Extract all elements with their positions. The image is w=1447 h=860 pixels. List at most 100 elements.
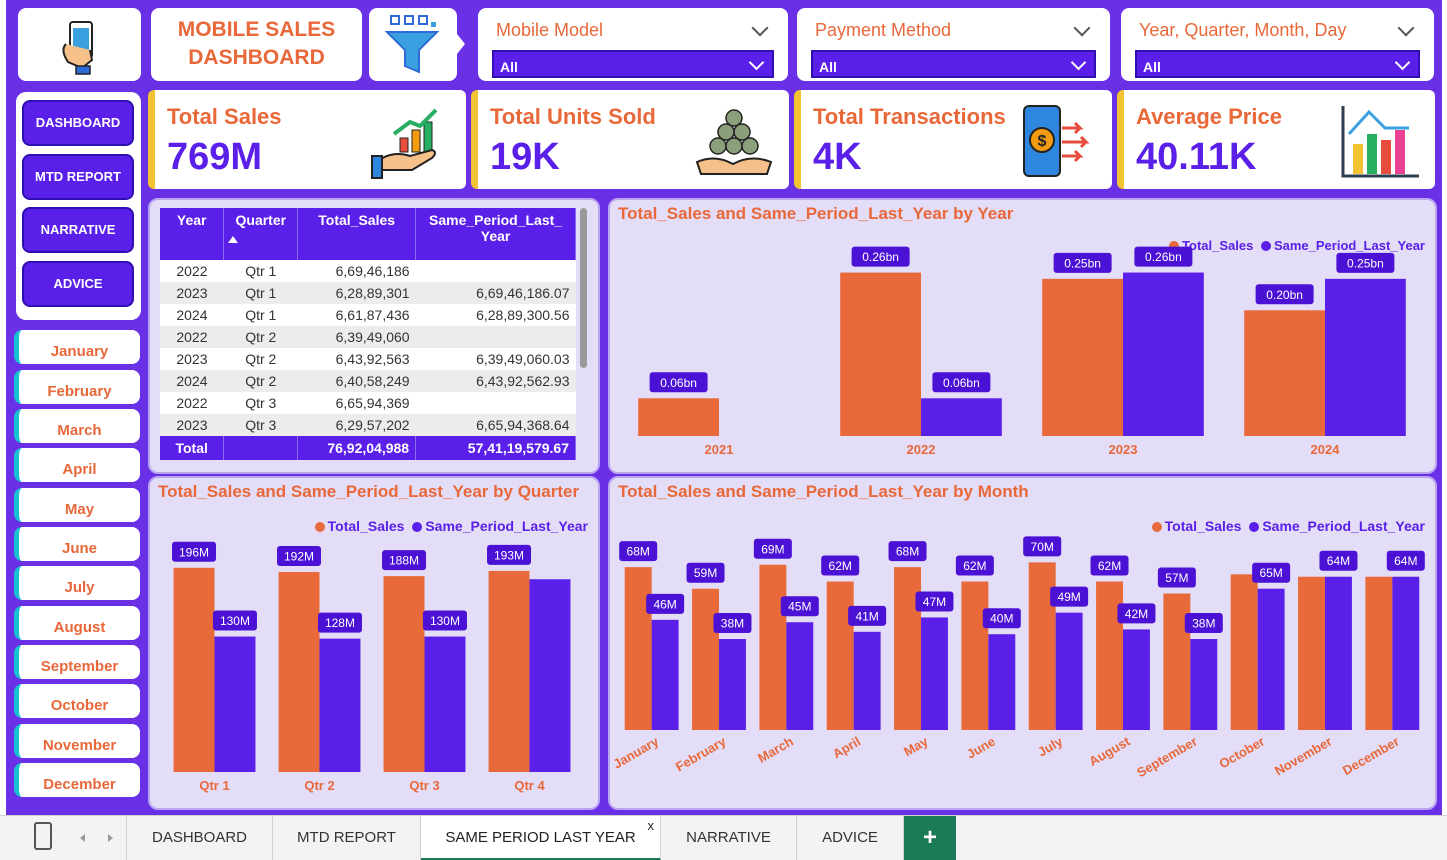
bar-sales[interactable] xyxy=(624,567,652,730)
bar-last-year[interactable] xyxy=(1055,612,1083,730)
table-row[interactable]: 2023 Qtr 1 6,28,89,301 6,69,46,186.07 xyxy=(160,282,576,304)
bar-last-year[interactable] xyxy=(651,619,679,730)
tab-close-icon[interactable]: x xyxy=(647,818,655,833)
tab-narrative[interactable]: NARRATIVE xyxy=(661,816,797,860)
tab-dashboard[interactable]: DASHBOARD xyxy=(126,816,273,860)
table-scrollbar[interactable] xyxy=(580,208,587,368)
filter-card[interactable] xyxy=(369,8,465,81)
table-row[interactable]: 2022 Qtr 1 6,69,46,186 xyxy=(160,260,576,282)
bar-sales[interactable] xyxy=(278,571,320,772)
tab-advice[interactable]: ADVICE xyxy=(797,816,904,860)
nav-mtd-report-button[interactable]: MTD REPORT xyxy=(22,154,134,200)
data-label-bg xyxy=(915,591,954,612)
table-row[interactable]: 2024 Qtr 2 6,40,58,249 6,43,92,562.93 xyxy=(160,370,576,392)
column-header-total-sales[interactable]: Total_Sales xyxy=(297,208,417,260)
slicer-mobile-model[interactable]: Mobile Model All xyxy=(478,8,788,81)
nav-advice-button[interactable]: ADVICE xyxy=(22,261,134,307)
bar-last-year[interactable] xyxy=(988,634,1016,730)
data-label: 64M xyxy=(1394,554,1417,568)
month-button-september[interactable]: September xyxy=(14,645,140,679)
bar-last-year[interactable] xyxy=(1190,639,1218,730)
month-button-march[interactable]: March xyxy=(14,409,140,443)
month-button-june[interactable]: June xyxy=(14,527,140,561)
slicer-payment-method[interactable]: Payment Method All xyxy=(797,8,1110,81)
scroll-left-icon[interactable] xyxy=(80,834,85,842)
tab-mtd-report[interactable]: MTD REPORT xyxy=(273,816,421,860)
bar-sales[interactable] xyxy=(759,564,787,730)
bar-sales[interactable] xyxy=(1096,581,1123,730)
bar-last-year[interactable] xyxy=(1392,576,1420,730)
bar-sales[interactable] xyxy=(1042,278,1123,436)
month-button-november[interactable]: November xyxy=(14,724,140,758)
bar-last-year[interactable] xyxy=(529,579,571,772)
slicer-dropdown[interactable]: All xyxy=(492,50,774,78)
bar-sales[interactable] xyxy=(488,570,530,772)
bar-sales[interactable] xyxy=(1230,574,1258,730)
table-row[interactable]: 2024 Qtr 1 6,61,87,436 6,28,89,300.56 xyxy=(160,304,576,326)
data-label: 193M xyxy=(494,548,524,562)
month-button-january[interactable]: January xyxy=(14,330,140,364)
bar-sales[interactable] xyxy=(1298,576,1325,730)
bar-last-year[interactable] xyxy=(1325,576,1352,730)
bar-last-year[interactable] xyxy=(1123,272,1204,436)
data-label: 41M xyxy=(855,609,878,623)
slicer-dropdown[interactable]: All xyxy=(811,50,1096,78)
slicer-dropdown[interactable]: All xyxy=(1135,50,1420,78)
month-button-july[interactable]: July xyxy=(14,566,140,600)
bar-last-year[interactable] xyxy=(319,638,361,772)
bar-sales[interactable] xyxy=(840,272,921,436)
table-row[interactable]: 2022 Qtr 2 6,39,49,060 xyxy=(160,326,576,348)
chart-legend: Total_Sales Same_Period_Last_Year xyxy=(314,518,588,534)
bar-last-year[interactable] xyxy=(921,398,1002,436)
data-label: 68M xyxy=(896,545,919,559)
table-row[interactable]: 2022 Qtr 3 6,65,94,369 xyxy=(160,392,576,414)
bar-sales[interactable] xyxy=(173,567,215,772)
title-card: MOBILE SALES DASHBOARD xyxy=(151,8,362,81)
month-button-december[interactable]: December xyxy=(14,763,140,797)
tab-same-period-last-year[interactable]: SAME PERIOD LAST YEAR x xyxy=(421,816,661,860)
bar-last-year[interactable] xyxy=(786,622,814,730)
chevron-down-icon[interactable] xyxy=(751,19,769,37)
bar-sales[interactable] xyxy=(1244,310,1325,436)
column-header-same-period[interactable]: Same_Period_Last_ Year xyxy=(415,208,576,260)
scroll-right-icon[interactable] xyxy=(108,834,113,842)
bar-last-year[interactable] xyxy=(1123,629,1150,730)
bar-last-year[interactable] xyxy=(1257,588,1285,730)
bar-last-year[interactable] xyxy=(853,631,881,730)
column-header-year[interactable]: Year xyxy=(160,208,225,260)
chevron-down-icon xyxy=(748,54,765,71)
month-button-february[interactable]: February xyxy=(14,370,140,404)
month-button-october[interactable]: October xyxy=(14,684,140,718)
bar-last-year[interactable] xyxy=(719,639,746,730)
bar-last-year[interactable] xyxy=(921,617,948,730)
bar-sales[interactable] xyxy=(961,581,989,730)
month-button-april[interactable]: April xyxy=(14,448,140,482)
bar-sales[interactable] xyxy=(638,398,719,436)
sales-table: Year Quarter Total_Sales Same_Period_Las… xyxy=(160,208,576,460)
nav-dashboard-button[interactable]: DASHBOARD xyxy=(22,100,134,146)
bar-sales[interactable] xyxy=(692,588,719,730)
nav-narrative-button[interactable]: NARRATIVE xyxy=(22,207,134,253)
bar-sales[interactable] xyxy=(894,567,921,730)
table-cell: Qtr 1 xyxy=(223,260,298,282)
bar-sales[interactable] xyxy=(826,581,854,730)
data-label: 40M xyxy=(990,612,1013,626)
add-page-button[interactable]: + xyxy=(904,816,956,860)
mobile-view-icon[interactable] xyxy=(34,822,52,850)
bar-last-year[interactable] xyxy=(1325,278,1406,436)
column-header-quarter[interactable]: Quarter xyxy=(223,208,299,260)
bar-last-year[interactable] xyxy=(214,636,256,772)
bar-sales[interactable] xyxy=(1365,576,1393,730)
month-button-august[interactable]: August xyxy=(14,606,140,640)
table-total-cell xyxy=(223,436,299,460)
month-button-may[interactable]: May xyxy=(14,488,140,522)
slicer-date[interactable]: Year, Quarter, Month, Day All xyxy=(1121,8,1434,81)
chevron-down-icon[interactable] xyxy=(1073,19,1091,37)
bar-sales[interactable] xyxy=(383,576,425,772)
table-cell: 6,28,89,300.56 xyxy=(415,304,576,326)
data-label: 130M xyxy=(220,614,250,628)
chevron-down-icon[interactable] xyxy=(1397,19,1415,37)
table-row[interactable]: 2023 Qtr 2 6,43,92,563 6,39,49,060.03 xyxy=(160,348,576,370)
bar-last-year[interactable] xyxy=(424,636,466,772)
table-row[interactable]: 2023 Qtr 3 6,29,57,202 6,65,94,368.64 xyxy=(160,414,576,436)
